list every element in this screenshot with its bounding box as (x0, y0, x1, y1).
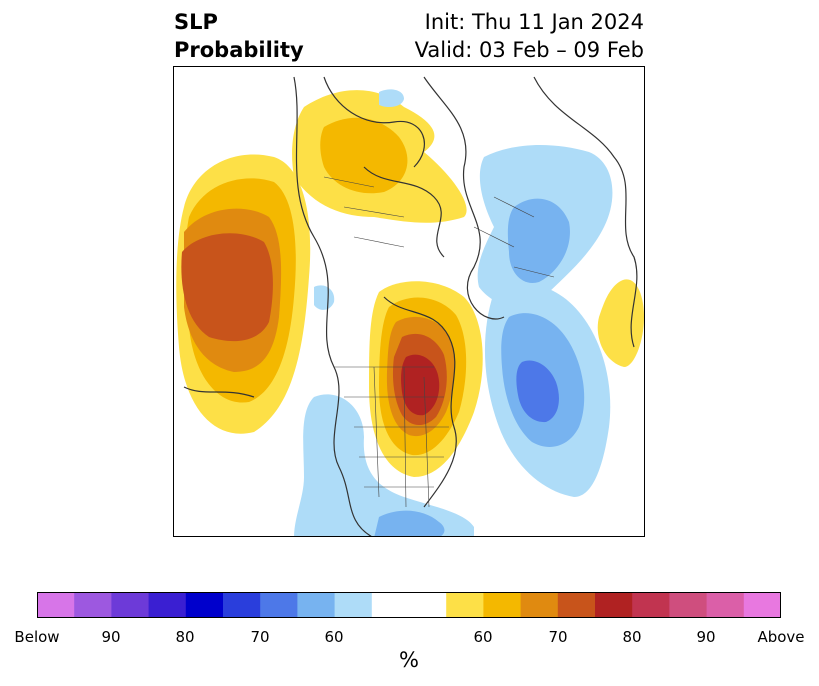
variable-label: SLP (174, 10, 218, 34)
colorbar-swatch (260, 592, 298, 618)
tick-label: 90 (101, 628, 121, 646)
tick-label: 70 (548, 628, 568, 646)
tick-label: 90 (696, 628, 716, 646)
below-normal-north-america-south (294, 394, 474, 536)
colorbar-swatch (557, 592, 596, 618)
colorbar-swatch (483, 592, 522, 618)
colorbar-swatch (148, 592, 187, 618)
tick-label: 80 (175, 628, 195, 646)
above-normal-canada (369, 281, 483, 477)
below-normal-siberia (314, 89, 613, 310)
colorbar-swatch (185, 592, 224, 618)
tick-label: 60 (473, 628, 493, 646)
colorbar-swatch (37, 592, 75, 618)
colorbar-swatch (446, 592, 484, 618)
colorbar-border (37, 592, 781, 618)
date-info: Init: Thu 11 Jan 2024 Valid: 03 Feb – 09… (415, 8, 644, 64)
colorbar-swatch (334, 592, 373, 618)
colorbar-swatch (297, 592, 336, 618)
colorbar-swatch (632, 592, 670, 618)
valid-range: Valid: 03 Feb – 09 Feb (414, 38, 644, 62)
above-normal-east-asia (597, 279, 644, 367)
map-title: SLP Probability (174, 8, 304, 64)
colorbar-swatch (223, 592, 261, 618)
probability-map (173, 66, 645, 537)
colorbar-swatch (743, 592, 782, 618)
colorbar-swatch (111, 592, 150, 618)
colorbar-swatch (706, 592, 745, 618)
colorbar-swatch (595, 592, 633, 618)
colorbar-swatches (37, 592, 782, 618)
above-normal-scandinavia-europe (292, 90, 467, 223)
tick-label: 60 (324, 628, 344, 646)
tick-label: 80 (622, 628, 642, 646)
colorbar-swatch (520, 592, 559, 618)
coastlines (183, 76, 638, 536)
product-label: Probability (174, 38, 304, 62)
colorbar-swatch (371, 592, 410, 618)
tick-label: Above (757, 628, 805, 646)
above-normal-pacific (176, 154, 311, 434)
borders (323, 176, 555, 508)
tick-label: Below (14, 628, 60, 646)
unit-label: % (399, 648, 419, 672)
colorbar-swatch (669, 592, 708, 618)
below-normal-atlantic (484, 283, 611, 497)
init-date: Init: Thu 11 Jan 2024 (424, 10, 644, 34)
colorbar (37, 592, 782, 618)
tick-label: 70 (250, 628, 270, 646)
colorbar-swatch (74, 592, 112, 618)
colorbar-swatch (409, 592, 447, 618)
map-canvas (176, 76, 644, 536)
